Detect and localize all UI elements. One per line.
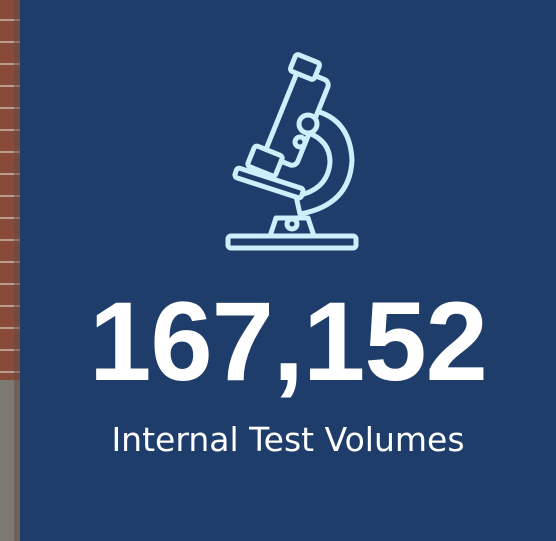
stat-value: 167,152 (20, 282, 556, 402)
microscope-icon (0, 0, 556, 270)
stat-label: Internal Test Volumes (20, 418, 556, 462)
stat-card: 167,152 Internal Test Volumes (0, 0, 556, 541)
